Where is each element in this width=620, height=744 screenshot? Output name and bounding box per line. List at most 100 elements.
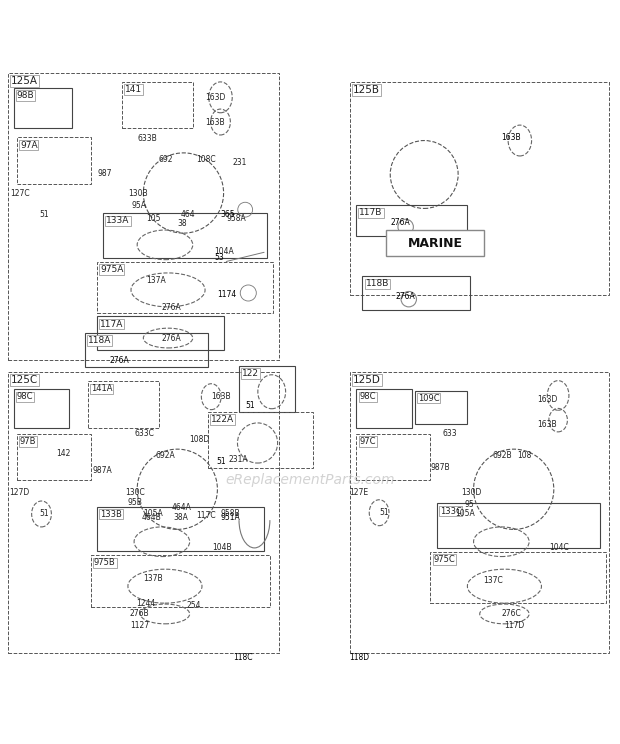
Text: 141A: 141A [91,385,112,394]
Bar [239,366,294,412]
Text: 633C: 633C [134,429,154,438]
Text: 97B: 97B [20,437,37,446]
Bar [350,372,609,652]
Bar [436,504,600,548]
Bar [356,205,467,236]
Bar [97,507,264,551]
Text: 109C: 109C [418,394,440,403]
Text: 464B: 464B [142,513,162,522]
Text: 958B: 958B [221,510,240,519]
Text: 108D: 108D [190,435,210,444]
Text: 125A: 125A [11,76,38,86]
Text: 163D: 163D [537,395,557,404]
Bar [363,276,471,310]
Text: 127C: 127C [11,188,30,197]
Text: 276A: 276A [162,333,182,342]
Text: 1174: 1174 [218,290,237,299]
Text: 254: 254 [187,601,201,610]
Text: 958A: 958A [227,214,246,223]
Bar [104,214,267,258]
Text: 117D: 117D [505,620,525,629]
Bar [85,333,208,367]
Bar [91,555,270,606]
Text: 105A: 105A [455,510,475,519]
Bar [17,138,91,184]
Text: 51: 51 [379,508,389,517]
Bar [350,82,609,295]
Bar [122,82,193,128]
Text: 117B: 117B [360,208,383,217]
Text: 133C: 133C [440,507,461,516]
Text: 97A: 97A [20,141,38,150]
Text: 127D: 127D [9,488,30,497]
Text: 276C: 276C [502,609,521,618]
Text: 633B: 633B [137,134,157,143]
Text: 464A: 464A [171,503,191,513]
Text: 105A: 105A [143,510,163,519]
Text: 122A: 122A [211,415,234,424]
Text: 118D: 118D [349,652,369,661]
Text: 118C: 118C [233,652,252,661]
Text: 163B: 163B [205,118,224,126]
Bar [88,381,159,428]
Text: 633: 633 [443,429,458,438]
Text: 133A: 133A [106,217,130,225]
Text: 137A: 137A [146,276,166,285]
Text: 163B: 163B [502,133,521,142]
Text: 108: 108 [516,451,531,460]
Text: 118B: 118B [366,280,389,289]
Text: 51: 51 [245,402,255,411]
Text: 122: 122 [242,369,259,378]
Text: 987B: 987B [430,464,450,472]
Text: 95B: 95B [128,498,143,507]
Text: 365: 365 [221,210,235,219]
Text: 137C: 137C [483,576,503,585]
Text: 117C: 117C [196,510,215,520]
Text: 108C: 108C [196,155,215,164]
Bar [356,434,430,480]
Bar [97,262,273,313]
Text: 38A: 38A [173,513,188,522]
Bar [208,412,313,468]
Text: 98C: 98C [17,392,33,401]
Text: 133B: 133B [100,510,122,519]
Text: 163D: 163D [205,93,226,102]
Text: 137B: 137B [143,574,163,583]
Bar [7,372,279,652]
Text: 1127: 1127 [130,620,149,629]
Bar [14,88,73,128]
Text: 231: 231 [233,158,247,167]
Text: 276B: 276B [130,609,149,618]
Text: 127E: 127E [349,488,368,497]
Text: 125B: 125B [353,85,380,95]
Bar [430,552,606,603]
Text: 692B: 692B [492,451,512,460]
Text: 692: 692 [159,155,173,164]
Text: 163B: 163B [211,392,231,401]
Text: 276A: 276A [162,303,182,312]
Text: 98B: 98B [17,92,35,100]
Text: MARINE: MARINE [408,237,463,249]
Text: 975C: 975C [433,555,455,564]
Text: 51: 51 [40,210,49,219]
Bar [97,316,224,350]
Text: 98C: 98C [360,392,376,401]
Text: 951A: 951A [221,513,241,522]
Text: 51: 51 [216,457,226,466]
Text: 95: 95 [464,500,474,509]
Text: 692A: 692A [156,451,175,460]
Bar [415,391,467,425]
Bar [17,434,91,480]
Text: 104A: 104A [215,247,234,256]
Bar [356,389,412,428]
Text: 975A: 975A [100,265,123,275]
Text: 130C: 130C [125,488,144,497]
Text: 276A: 276A [109,356,129,365]
Text: 53: 53 [215,253,224,263]
Text: 163B: 163B [537,420,557,429]
Text: 975B: 975B [94,559,116,568]
Text: 38: 38 [177,219,187,228]
Text: 104B: 104B [213,543,232,552]
Text: 118A: 118A [88,336,111,345]
Text: 125C: 125C [11,375,38,385]
